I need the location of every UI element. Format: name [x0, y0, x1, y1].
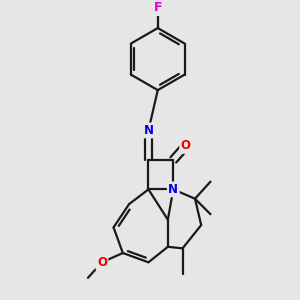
Text: F: F — [154, 2, 162, 14]
Text: O: O — [97, 256, 107, 269]
Text: N: N — [168, 183, 178, 196]
Text: O: O — [181, 140, 191, 152]
Text: N: N — [143, 124, 153, 137]
